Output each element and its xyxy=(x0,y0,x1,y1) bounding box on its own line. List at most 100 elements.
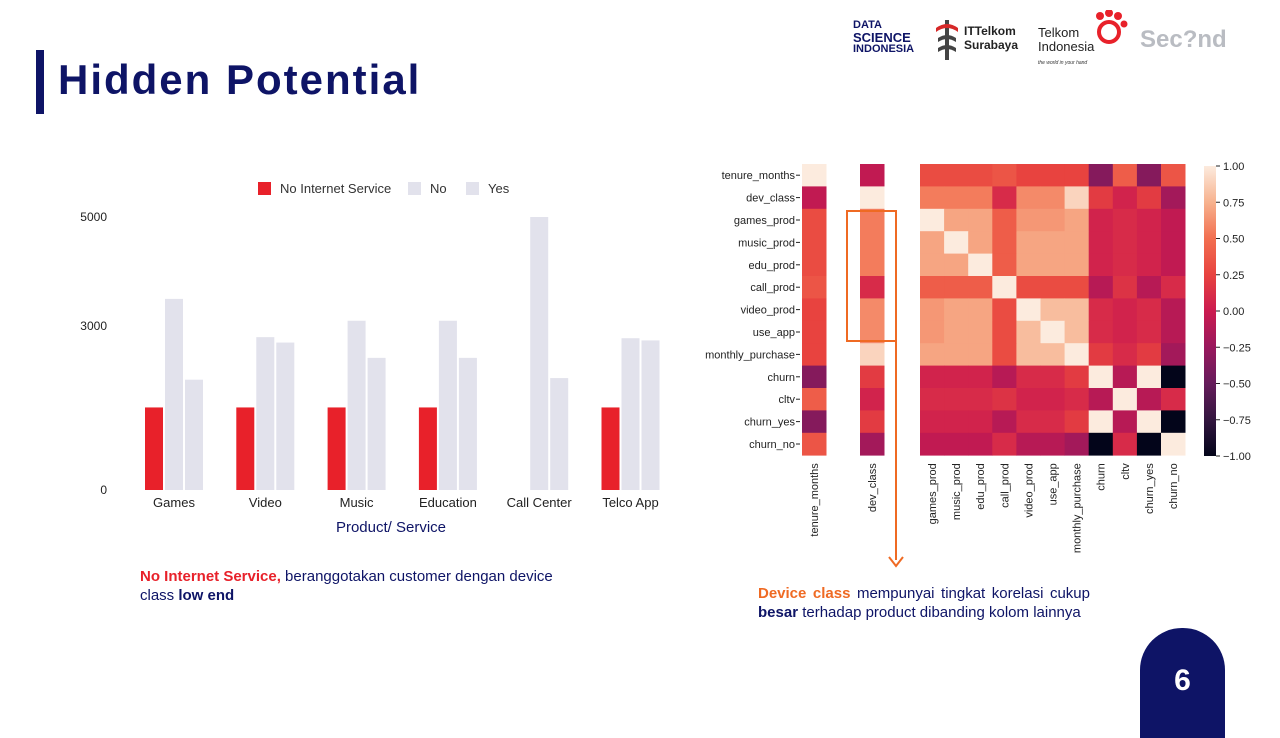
heatmap-cell-churn_no-dev_class xyxy=(860,432,885,456)
heatmap-cell-video_prod-music_prod xyxy=(944,298,969,322)
heatmap-cell-churn_no-games_prod xyxy=(920,432,945,456)
bar-no-internet-service-games xyxy=(145,407,163,490)
heatmap-cell-churn_no-churn_no xyxy=(1161,432,1186,456)
heatmap-cell-video_prod-use_app xyxy=(1040,298,1065,322)
page-number: 6 xyxy=(1174,664,1191,697)
heatmap-cell-tenure_months-call_prod xyxy=(992,164,1017,187)
heatmap-cell-call_prod-monthly_purchase xyxy=(1064,276,1090,299)
heatmap-column-label: churn_yes xyxy=(1144,463,1156,514)
heatmap-cell-video_prod-edu_prod xyxy=(968,298,993,322)
heatmap-cell-video_prod-tenure_months xyxy=(802,298,827,322)
data-science-indonesia-logo: DATA SCIENCE INDONESIA xyxy=(853,19,915,55)
bar-chart-x-axis-label: Product/ Service xyxy=(336,519,446,536)
colorbar-tick-label: 1.00 xyxy=(1223,161,1244,173)
heatmap-cell-use_app-call_prod xyxy=(992,320,1017,344)
heatmap-cell-use_app-use_app xyxy=(1040,320,1065,344)
bar-x-tick-label: Games xyxy=(153,495,195,510)
bar-yes-video xyxy=(276,342,295,490)
heatmap-cell-dev_class-churn_no xyxy=(1161,186,1186,210)
heatmap-row-label: use_app xyxy=(753,327,795,339)
heatmap-cell-games_prod-music_prod xyxy=(944,208,969,232)
telkom-indonesia-logo: Telkom Indonesia xyxy=(1038,25,1095,54)
heatmap-cell-cltv-use_app xyxy=(1040,388,1065,411)
heatmap-row-label: video_prod xyxy=(741,305,795,317)
heatmap-colorbar xyxy=(1204,166,1216,456)
heatmap-column-label: edu_prod xyxy=(975,463,987,510)
legend-swatch xyxy=(258,182,271,195)
heatmap-cell-call_prod-use_app xyxy=(1040,276,1065,299)
bar-y-tick-label: 3000 xyxy=(80,319,107,333)
heatmap-cell-use_app-monthly_purchase xyxy=(1064,320,1090,344)
heatmap-cell-monthly_purchase-games_prod xyxy=(920,343,945,366)
heatmap-cell-churn_no-cltv xyxy=(1112,432,1138,456)
heatmap-cell-churn_no-use_app xyxy=(1040,432,1065,456)
colorbar-tick-label: 0.75 xyxy=(1223,197,1244,209)
heatmap-row-label: cltv xyxy=(779,394,796,406)
heatmap-cell-churn-music_prod xyxy=(944,365,969,389)
heatmap-row-label: churn_no xyxy=(749,439,795,451)
heatmap-cell-monthly_purchase-edu_prod xyxy=(968,343,993,366)
heatmap-cell-music_prod-call_prod xyxy=(992,231,1017,254)
colorbar-tick-label: −0.75 xyxy=(1223,415,1251,427)
heatmap-cell-monthly_purchase-music_prod xyxy=(944,343,969,366)
heatmap-row-labels: tenure_months dev_class games_prod music_pr… xyxy=(705,170,800,451)
heatmap-cell-tenure_months-churn_no xyxy=(1161,164,1186,187)
heatmap-cell-use_app-music_prod xyxy=(944,320,969,344)
heatmap-cell-video_prod-call_prod xyxy=(992,298,1017,322)
bar-x-tick-label: Music xyxy=(340,495,374,510)
bar-yes-games xyxy=(185,379,203,490)
heatmap-cell-music_prod-monthly_purchase xyxy=(1064,231,1090,254)
heatmap-cell-churn_yes-churn_yes xyxy=(1136,410,1162,434)
heatmap-cell-edu_prod-churn_yes xyxy=(1136,253,1162,277)
bar-yes-music xyxy=(367,357,386,490)
heatmap-cell-call_prod-dev_class xyxy=(860,276,885,299)
heatmap-cell-tenure_months-churn xyxy=(1088,164,1114,187)
heatmap-cell-call_prod-cltv xyxy=(1112,276,1138,299)
heatmap-row-label: call_prod xyxy=(750,282,795,294)
device-class-note: Device class mempunyai tingkat korelasi … xyxy=(758,585,1090,621)
heatmap-cell-games_prod-video_prod xyxy=(1016,208,1041,232)
heatmap-column-label: churn xyxy=(1096,463,1108,491)
heatmap-cell-edu_prod-call_prod xyxy=(992,253,1017,277)
bar-chart-y-ticks: 0 3000 5000 xyxy=(80,210,107,497)
heatmap-cell-edu_prod-churn xyxy=(1088,253,1114,277)
heatmap-cell-churn-call_prod xyxy=(992,365,1017,389)
heatmap-cell-monthly_purchase-churn_yes xyxy=(1136,343,1162,366)
colorbar-tick-label: 0.25 xyxy=(1223,270,1244,282)
heatmap-cell-dev_class-use_app xyxy=(1040,186,1065,210)
heatmap-cell-edu_prod-music_prod xyxy=(944,253,969,277)
heatmap-column-label: churn_no xyxy=(1168,463,1180,509)
heatmap-cell-dev_class-churn_yes xyxy=(1136,186,1162,210)
heatmap-cell-tenure_months-dev_class xyxy=(860,164,885,187)
heatmap-cell-churn_no-churn_yes xyxy=(1136,432,1162,456)
legend-label: No Internet Service xyxy=(280,181,391,196)
heatmap-cell-video_prod-monthly_purchase xyxy=(1064,298,1090,322)
heatmap-cell-edu_prod-games_prod xyxy=(920,253,945,277)
heatmap-cell-games_prod-edu_prod xyxy=(968,208,993,232)
heatmap-cell-dev_class-edu_prod xyxy=(968,186,993,210)
colorbar-tick-label: −0.50 xyxy=(1223,379,1251,391)
heatmap-cell-call_prod-churn_no xyxy=(1161,276,1186,299)
heatmap-cell-music_prod-dev_class xyxy=(860,231,885,254)
heatmap-cell-call_prod-tenure_months xyxy=(802,276,827,299)
heatmap-cell-churn_yes-cltv xyxy=(1112,410,1138,434)
bar-no-music xyxy=(347,320,366,490)
heatmap-column-label: call_prod xyxy=(999,463,1011,508)
heatmap-cell-churn-dev_class xyxy=(860,365,885,389)
heatmap-cell-call_prod-churn xyxy=(1088,276,1114,299)
heatmap-cell-cltv-dev_class xyxy=(860,388,885,411)
heatmap-cell-churn-churn_yes xyxy=(1136,365,1162,389)
heatmap-cell-video_prod-dev_class xyxy=(860,298,885,322)
heatmap-cell-cltv-churn_no xyxy=(1161,388,1186,411)
heatmap-cell-use_app-cltv xyxy=(1112,320,1138,344)
bar-no-internet-service-education xyxy=(418,407,437,490)
heatmap-cell-tenure_months-monthly_purchase xyxy=(1064,164,1090,187)
heatmap-cell-churn_no-monthly_purchase xyxy=(1064,432,1090,456)
bar-chart-bars xyxy=(145,217,660,490)
heatmap-cell-games_prod-tenure_months xyxy=(802,208,827,232)
heatmap-column-label: tenure_months xyxy=(809,463,821,537)
heatmap-cell-tenure_months-games_prod xyxy=(920,164,945,187)
heatmap-cell-video_prod-churn_no xyxy=(1161,298,1186,322)
heatmap-cell-monthly_purchase-tenure_months xyxy=(802,343,827,366)
heatmap-cell-dev_class-music_prod xyxy=(944,186,969,210)
